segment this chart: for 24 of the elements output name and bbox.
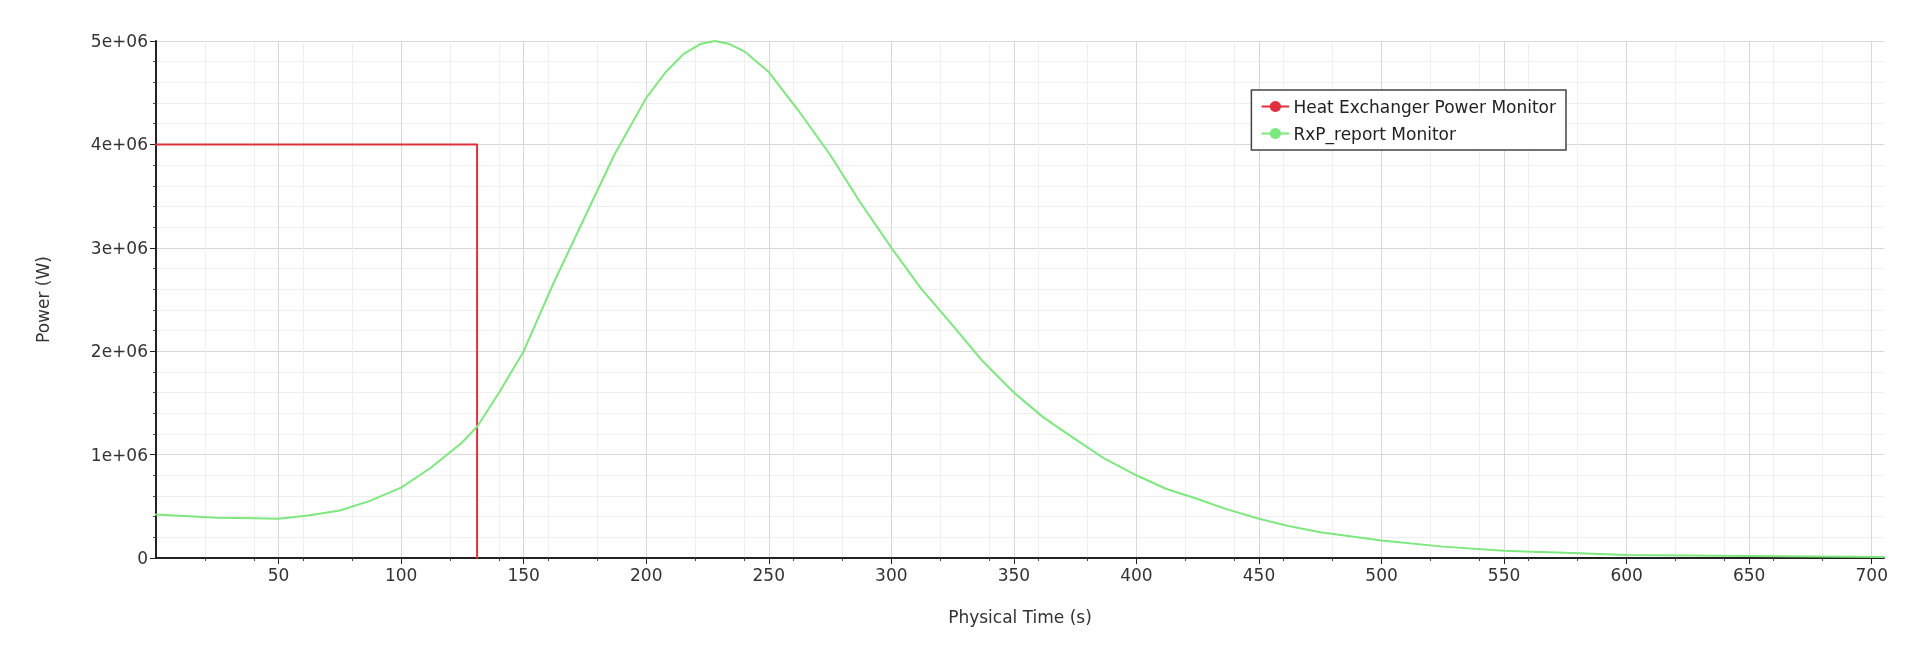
- x-tick-label: 650: [1732, 564, 1766, 585]
- y-tick-label: 5e+06: [90, 31, 148, 51]
- y-tick-label: 0: [137, 548, 148, 568]
- y-tick-label: 4e+06: [90, 134, 148, 155]
- x-tick-label: 600: [1610, 564, 1643, 585]
- x-tick-label: 200: [629, 564, 663, 585]
- x-tick-label: 550: [1487, 564, 1521, 585]
- legend-label: Heat Exchanger Power Monitor: [1293, 96, 1557, 117]
- x-tick-label: 50: [267, 564, 290, 585]
- x-tick-label: 400: [1120, 564, 1153, 585]
- x-tick-label: 450: [1242, 564, 1276, 585]
- x-tick-label: 350: [997, 564, 1031, 585]
- y-tick-label: 3e+06: [90, 237, 148, 258]
- x-tick-label: 250: [752, 564, 785, 585]
- y-axis-title: Power (W): [32, 256, 53, 343]
- x-tick-label: 100: [384, 564, 418, 585]
- x-axis-title: Physical Time (s): [948, 606, 1092, 627]
- x-tick-label: 500: [1365, 564, 1398, 585]
- y-tick-label: 1e+06: [90, 444, 148, 465]
- x-tick-label: 150: [507, 564, 540, 585]
- y-tick-label: 2e+06: [90, 341, 148, 362]
- x-tick-label: 700: [1855, 564, 1888, 585]
- x-tick-label: 300: [875, 564, 908, 585]
- legend-label: RxP_report Monitor: [1293, 123, 1456, 145]
